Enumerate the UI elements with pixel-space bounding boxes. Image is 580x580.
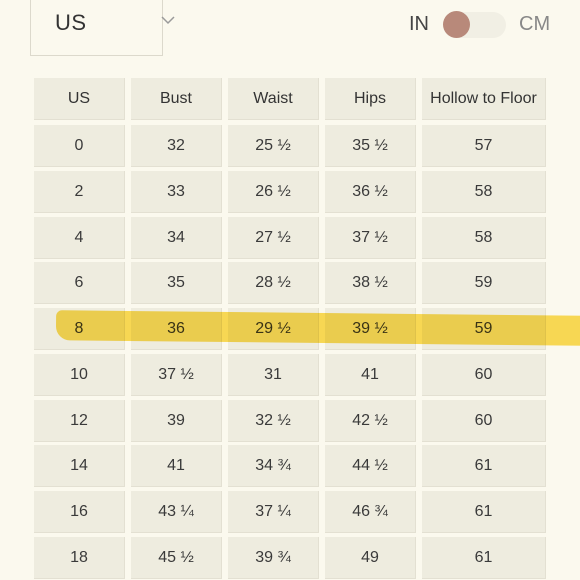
cell-waist: 26 ½ — [228, 171, 319, 213]
cell-us: 0 — [34, 125, 125, 167]
cell-bust: 45 ½ — [131, 537, 222, 579]
cell-hollow-to-floor: 61 — [422, 491, 546, 533]
cell-hips: 41 — [325, 354, 416, 396]
cell-us: 2 — [34, 171, 125, 213]
cell-waist: 31 — [228, 354, 319, 396]
cell-hips: 36 ½ — [325, 171, 416, 213]
region-select-value: US — [55, 10, 87, 35]
cell-hollow-to-floor: 60 — [422, 354, 546, 396]
cell-hips: 35 ½ — [325, 125, 416, 167]
header-bust: Bust — [131, 78, 222, 120]
cell-bust: 34 — [131, 217, 222, 259]
cell-us: 16 — [34, 491, 125, 533]
cell-us: 6 — [34, 262, 125, 304]
toggle-knob[interactable] — [443, 11, 470, 38]
cell-waist: 28 ½ — [228, 262, 319, 304]
cell-waist: 37 ¼ — [228, 491, 319, 533]
header-hips: Hips — [325, 78, 416, 120]
cell-hips: 38 ½ — [325, 262, 416, 304]
cell-hollow-to-floor: 61 — [422, 445, 546, 487]
cell-us: 4 — [34, 217, 125, 259]
cell-hips: 44 ½ — [325, 445, 416, 487]
cell-waist: 27 ½ — [228, 217, 319, 259]
chevron-down-icon[interactable] — [160, 12, 176, 28]
header-hollow-to-floor: Hollow to Floor — [422, 78, 546, 120]
cell-us: 18 — [34, 537, 125, 579]
cell-bust: 39 — [131, 400, 222, 442]
cell-hips: 46 ¾ — [325, 491, 416, 533]
cell-waist: 32 ½ — [228, 400, 319, 442]
cell-hollow-to-floor: 58 — [422, 171, 546, 213]
cell-bust: 37 ½ — [131, 354, 222, 396]
cell-waist: 39 ¾ — [228, 537, 319, 579]
cell-waist: 34 ¾ — [228, 445, 319, 487]
region-select[interactable]: US — [30, 0, 175, 56]
cell-hollow-to-floor: 58 — [422, 217, 546, 259]
cell-us: 12 — [34, 400, 125, 442]
cell-hollow-to-floor: 57 — [422, 125, 546, 167]
cell-hollow-to-floor: 60 — [422, 400, 546, 442]
cell-bust: 32 — [131, 125, 222, 167]
cell-bust: 33 — [131, 171, 222, 213]
cell-hips: 42 ½ — [325, 400, 416, 442]
cell-us: 10 — [34, 354, 125, 396]
cell-hips: 37 ½ — [325, 217, 416, 259]
cell-bust: 43 ¼ — [131, 491, 222, 533]
unit-label-in[interactable]: IN — [409, 13, 429, 35]
highlighter-mark — [55, 310, 580, 346]
cell-us: 14 — [34, 445, 125, 487]
header-waist: Waist — [228, 78, 319, 120]
cell-waist: 25 ½ — [228, 125, 319, 167]
cell-hips: 49 — [325, 537, 416, 579]
header-us: US — [34, 78, 125, 120]
cell-bust: 35 — [131, 262, 222, 304]
cell-bust: 41 — [131, 445, 222, 487]
unit-label-cm[interactable]: CM — [519, 13, 551, 35]
cell-hollow-to-floor: 59 — [422, 262, 546, 304]
cell-hollow-to-floor: 61 — [422, 537, 546, 579]
